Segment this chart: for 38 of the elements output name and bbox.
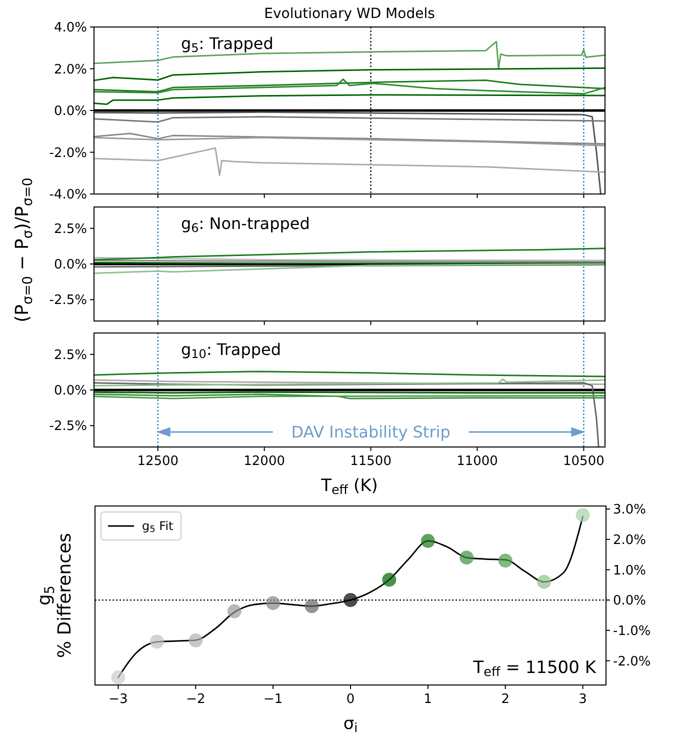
x-tick-label: −1 bbox=[263, 692, 283, 707]
y-tick-label: -2.5% bbox=[49, 293, 87, 308]
y-tick-label: 0.0% bbox=[54, 258, 87, 273]
x-tick-label: 12500 bbox=[137, 454, 179, 469]
y-tick-label: 2.0% bbox=[54, 62, 87, 78]
annotation: g$_{6}$: Non-trapped bbox=[181, 214, 310, 235]
x-tick-label: −3 bbox=[108, 692, 128, 707]
y2-tick-label: 1.0% bbox=[613, 563, 646, 578]
x-tick-label: 0 bbox=[346, 692, 355, 707]
y-tick-label: -2.0% bbox=[49, 146, 87, 161]
annotation: DAV Instability Strip bbox=[291, 422, 450, 442]
chart-title: Evolutionary WD Models bbox=[264, 6, 435, 22]
x-tick-label: 1 bbox=[424, 692, 432, 707]
x-axis-title: T$_{eff}$ (K) bbox=[320, 476, 378, 498]
y-tick-label: -4.0% bbox=[49, 188, 87, 203]
x-tick-label: 12000 bbox=[244, 454, 286, 469]
annotation: g$_{5}$: Trapped bbox=[181, 34, 274, 55]
y-tick-label: 0.0% bbox=[54, 104, 87, 120]
y-tick-label: 2.5% bbox=[54, 348, 87, 363]
y2-tick-label: -1.0% bbox=[613, 624, 651, 639]
x-axis-title: σ$_{i}$ bbox=[343, 714, 358, 736]
y2-tick-label: 0.0% bbox=[613, 594, 646, 609]
legend-label: g$_{5}$ Fit bbox=[142, 519, 174, 536]
y-tick-label: 2.5% bbox=[54, 222, 87, 237]
y-tick-label: 4.0% bbox=[54, 20, 87, 36]
y2-tick-label: 3.0% bbox=[613, 502, 646, 518]
x-tick-label: 10500 bbox=[563, 454, 604, 469]
y2-tick-label: 2.0% bbox=[613, 532, 646, 548]
y2-tick-label: -2.0% bbox=[613, 654, 651, 670]
x-tick-label: 3 bbox=[578, 692, 587, 707]
x-tick-label: 2 bbox=[501, 692, 510, 707]
annotation: T$_{eff}$ = 11500 K bbox=[472, 658, 597, 680]
x-tick-label: 11000 bbox=[456, 454, 498, 469]
annotation: g$_{10}$: Trapped bbox=[181, 340, 282, 361]
x-tick-label: 11500 bbox=[350, 454, 392, 469]
y-tick-label: -2.5% bbox=[49, 419, 87, 434]
x-tick-label: −2 bbox=[186, 692, 206, 707]
y-tick-label: 0.0% bbox=[54, 384, 87, 399]
